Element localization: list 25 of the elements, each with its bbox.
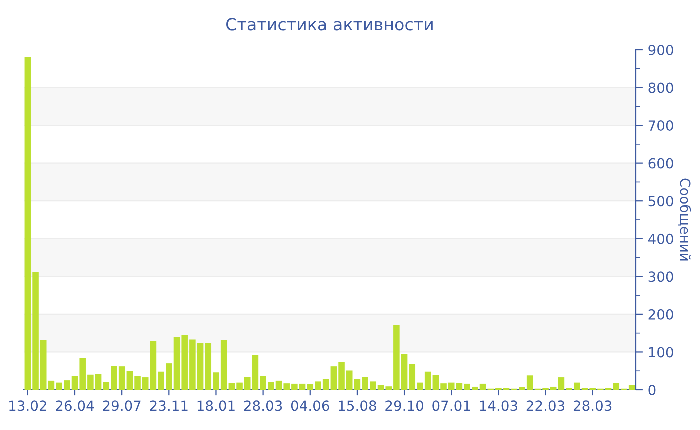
y-tick-label: 0: [648, 384, 656, 396]
y-tick-label: 900: [648, 44, 674, 56]
y-tick-label: 200: [648, 309, 674, 320]
y-tick-label: 500: [648, 196, 674, 207]
x-tick-label: 07.01: [432, 400, 470, 412]
x-tick-label: 13.02: [10, 400, 46, 412]
y-tick-label: 300: [648, 272, 674, 282]
y-tick-label: 700: [648, 120, 674, 132]
y-axis-title: Сообщений: [678, 178, 692, 261]
x-tick-label: 29.07: [103, 400, 141, 412]
x-tick-label: 22.03: [526, 400, 565, 412]
y-tick-label: 400: [648, 234, 674, 244]
x-tick-label: 23.11: [150, 400, 188, 412]
x-tick-label: 29.10: [386, 400, 424, 412]
y-tick-label: 100: [649, 347, 674, 358]
y-tick-label: 800: [648, 82, 674, 94]
x-tick-label: 04.06: [291, 400, 330, 412]
x-tick-label: 15.08: [339, 400, 376, 412]
chart-title: Статистика активности: [226, 18, 433, 31]
x-tick-label: 28.03: [244, 400, 282, 412]
y-tick-label: 600: [648, 158, 674, 169]
x-tick-label: 18.01: [198, 400, 235, 412]
x-tick-label: 14.03: [480, 400, 518, 412]
x-tick-label: 26.04: [56, 400, 94, 412]
x-tick-label: 28.03: [574, 400, 612, 412]
